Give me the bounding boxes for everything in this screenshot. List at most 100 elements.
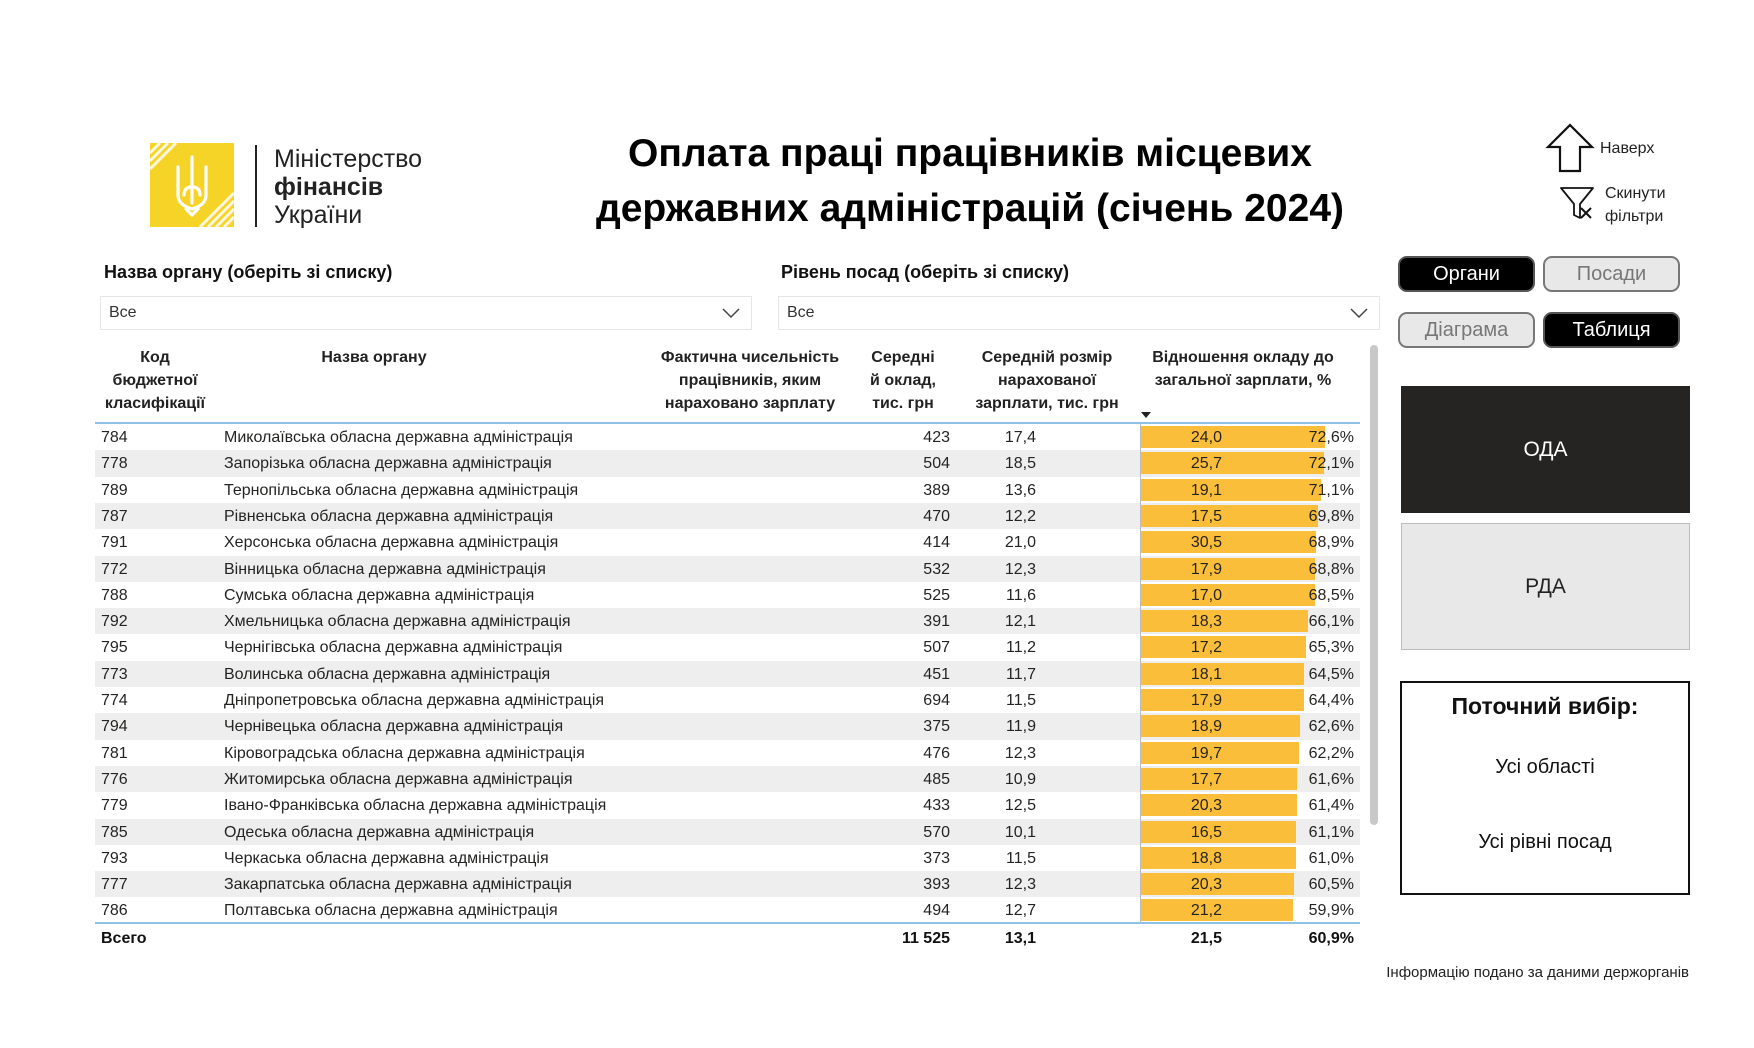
current-selection-heading: Поточний вибір: <box>1451 693 1639 719</box>
header-name-text: Назва органу <box>321 349 427 366</box>
oda-button[interactable]: ОДА <box>1401 386 1690 513</box>
cell-count: 504 <box>923 455 950 473</box>
header-salary-line3: тис. грн <box>872 395 934 412</box>
cell-wage: 17,9 <box>1190 692 1222 709</box>
table-scrollbar[interactable] <box>1370 345 1378 825</box>
table-row[interactable]: 794 Чернівецька обласна державна адмініст… <box>95 713 1360 740</box>
cell-ratio: 68,5% <box>1308 586 1354 604</box>
table-row[interactable]: 779 Івано-Франківська обласна державна ад… <box>95 792 1360 818</box>
cell-count: 476 <box>923 744 950 762</box>
header-salary-line1: Середні <box>871 349 935 366</box>
header-wage-line1: Середній розмір <box>981 349 1113 366</box>
table-row[interactable]: 777 Закарпатська обласна державна адмініс… <box>95 871 1360 898</box>
sort-descending-icon[interactable] <box>1141 412 1151 418</box>
cell-name: Івано-Франківська обласна державна адмін… <box>224 797 607 815</box>
cell-code: 779 <box>101 797 128 815</box>
organ-filter-label-text: Назва органу <box>104 262 223 282</box>
scroll-up-button[interactable]: Наверх <box>1545 122 1654 174</box>
header-name[interactable]: Назва органу <box>224 346 524 369</box>
cell-count: 389 <box>923 481 950 499</box>
cell-count: 532 <box>923 560 950 578</box>
table-row[interactable]: 772 Вінницька обласна державна адміністра… <box>95 555 1360 582</box>
cell-name: Чернігівська обласна державна адміністра… <box>224 639 563 657</box>
header-salary[interactable]: Середні й оклад, тис. грн <box>861 346 945 415</box>
cell-code: 781 <box>101 744 128 762</box>
cell-name: Дніпропетровська обласна державна адміні… <box>224 692 605 709</box>
ratio-bar <box>1141 636 1307 659</box>
header-wage[interactable]: Середній розмір нарахованої зарплати, ти… <box>957 346 1137 415</box>
cell-ratio: 72,6% <box>1308 429 1354 446</box>
cell-wage: 19,1 <box>1190 481 1222 499</box>
organ-filter-dropdown[interactable]: Все <box>100 296 752 330</box>
cell-name: Запорізька обласна державна адміністраці… <box>224 455 552 473</box>
arrow-up-icon <box>1545 123 1595 173</box>
cell-salary: 11,7 <box>1006 665 1036 683</box>
ratio-bar <box>1141 899 1293 922</box>
table-row[interactable]: 785 Одеська обласна державна адміністраці… <box>95 818 1360 845</box>
table-row[interactable]: 795 Чернігівська обласна державна адмініс… <box>95 634 1360 660</box>
organs-toggle-button[interactable]: Органи <box>1398 256 1535 292</box>
ministry-name-line2: фінансів <box>274 173 384 201</box>
table-row[interactable]: 793 Черкаська обласна державна адміністра… <box>95 845 1360 871</box>
reset-filters-button[interactable]: Скинути фільтри <box>1559 182 1666 228</box>
table-row[interactable]: 776 Житомирська обласна державна адмініст… <box>95 765 1360 793</box>
cell-salary: 11,5 <box>1006 849 1036 867</box>
table-row[interactable]: 788 Сумська обласна державна адміністраці… <box>95 582 1360 608</box>
cell-count: 694 <box>923 692 950 709</box>
cell-code: 778 <box>101 455 128 473</box>
cell-wage: 17,7 <box>1190 770 1222 788</box>
table-row[interactable]: 792 Хмельницька обласна державна адмініст… <box>95 608 1360 635</box>
cell-ratio: 61,6% <box>1308 770 1354 788</box>
level-filter-dropdown[interactable]: Все <box>778 296 1380 330</box>
total-label: Всего <box>101 930 147 947</box>
total-wage: 21,5 <box>1190 930 1222 947</box>
clear-filter-icon <box>1560 187 1594 219</box>
current-selection-panel: Поточний вибір: Усі області Усі рівні по… <box>1400 681 1690 895</box>
table-row[interactable]: 786 Полтавська обласна державна адміністр… <box>95 897 1360 923</box>
rda-button[interactable]: РДА <box>1401 523 1690 650</box>
cell-ratio: 66,1% <box>1308 613 1354 631</box>
cell-count: 470 <box>923 507 950 525</box>
cell-count: 423 <box>923 429 950 446</box>
ratio-bar <box>1141 794 1297 817</box>
positions-toggle-button[interactable]: Посади <box>1543 256 1680 292</box>
cell-salary: 11,2 <box>1006 639 1036 657</box>
table-row[interactable]: 774 Дніпропетровська обласна державна адм… <box>95 687 1360 713</box>
level-filter-label-text: Рівень посад <box>781 262 900 282</box>
table-row[interactable]: 787 Рівненська обласна державна адміністр… <box>95 502 1360 530</box>
chevron-down-icon <box>722 308 740 319</box>
table-row[interactable]: 781 Кіровоградська обласна державна адмін… <box>95 740 1360 766</box>
cell-salary: 12,3 <box>1004 744 1036 762</box>
cell-count: 570 <box>923 823 950 841</box>
cell-name: Полтавська обласна державна адміністраці… <box>224 902 558 920</box>
table-row[interactable]: 789 Тернопільська обласна державна адміні… <box>95 477 1360 503</box>
header-code[interactable]: Код бюджетної класифікації <box>95 346 215 415</box>
cell-code: 789 <box>101 481 128 499</box>
header-count-line2: працівників, яким <box>678 372 822 389</box>
organ-filter-hint: (оберіть зі списку) <box>227 262 393 282</box>
ratio-bar <box>1141 820 1296 843</box>
cell-wage: 20,3 <box>1190 876 1222 894</box>
header-wage-line3: зарплати, тис. грн <box>975 395 1119 412</box>
current-selection-regions: Усі області <box>1495 756 1595 778</box>
header-count[interactable]: Фактична чисельність працівників, яким н… <box>650 346 850 415</box>
top-navigation: Наверх Скинути фільтри <box>1545 122 1715 232</box>
table-row[interactable]: 784 Миколаївська обласна державна адмініс… <box>95 424 1360 450</box>
cell-name: Хмельницька обласна державна адміністрац… <box>224 613 571 631</box>
header-ratio[interactable]: Відношення окладу до загальної зарплати,… <box>1138 346 1348 392</box>
table-row[interactable]: 791 Херсонська обласна державна адміністр… <box>95 529 1360 555</box>
page-title-line1: Оплата праці працівників місцевих <box>628 132 1312 175</box>
logo-separator <box>255 145 257 227</box>
cell-ratio: 69,8% <box>1308 507 1354 525</box>
diagram-toggle-button[interactable]: Діаграма <box>1398 312 1535 348</box>
cell-code: 784 <box>101 429 128 446</box>
scrollbar-thumb[interactable] <box>1370 345 1378 825</box>
cell-code: 791 <box>101 534 128 552</box>
table-row[interactable]: 778 Запорізька обласна державна адміністр… <box>95 450 1360 477</box>
cell-count: 451 <box>923 665 950 683</box>
table-row[interactable]: 773 Волинська обласна державна адміністра… <box>95 660 1360 687</box>
cell-ratio: 71,1% <box>1308 481 1354 499</box>
cell-code: 794 <box>101 718 128 736</box>
table-toggle-button[interactable]: Таблиця <box>1543 312 1680 348</box>
ratio-bar <box>1141 846 1296 869</box>
